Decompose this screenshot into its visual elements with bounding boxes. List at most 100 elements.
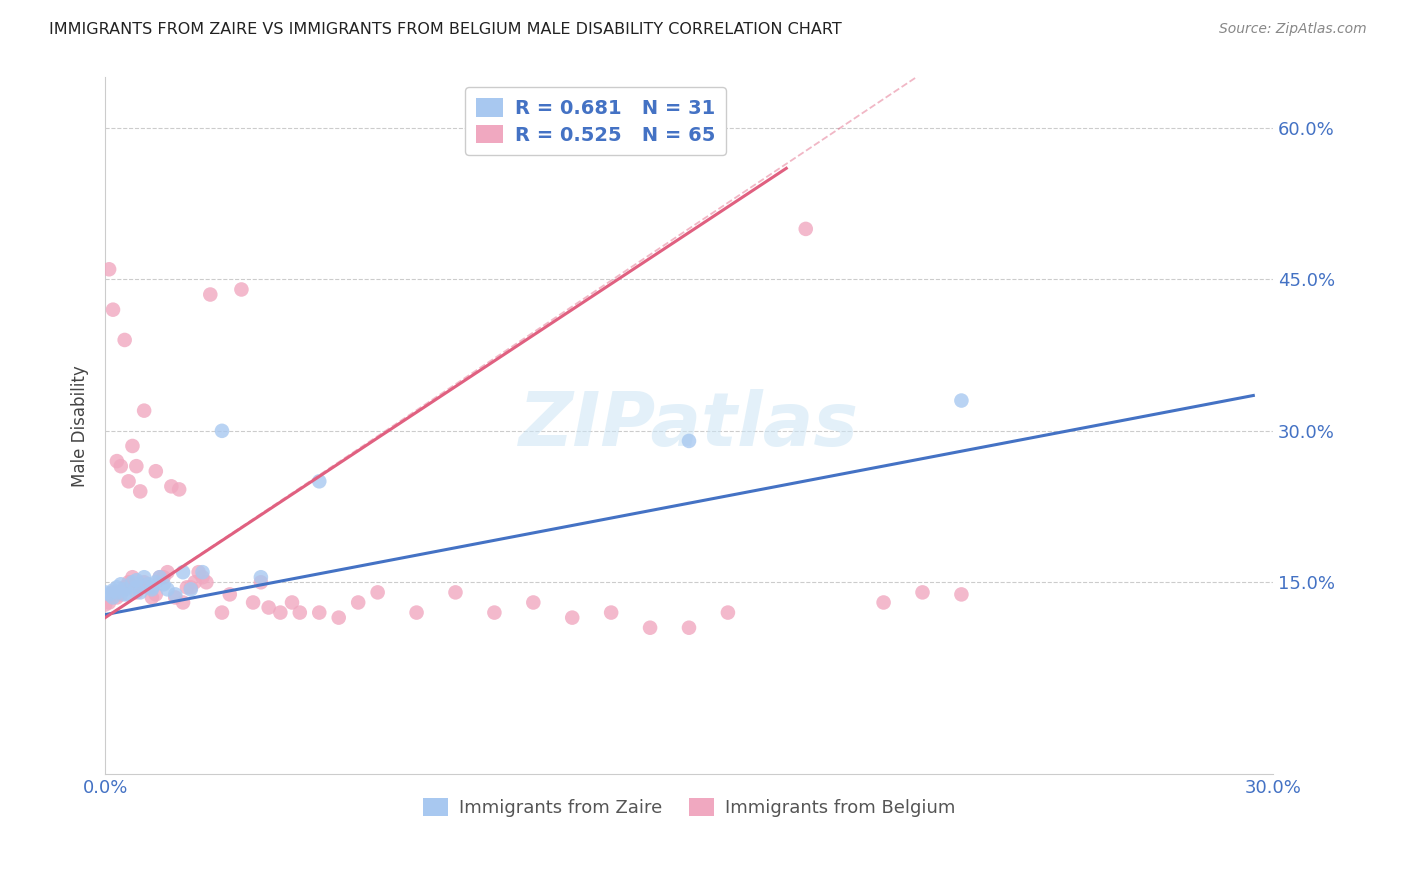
Point bbox=[211, 424, 233, 438]
Point bbox=[172, 565, 194, 579]
Point bbox=[117, 575, 139, 590]
Point bbox=[110, 577, 132, 591]
Point bbox=[211, 606, 233, 620]
Point bbox=[149, 570, 172, 584]
Point bbox=[125, 574, 148, 588]
Point bbox=[110, 587, 132, 601]
Point bbox=[367, 585, 389, 599]
Point bbox=[125, 580, 148, 594]
Point bbox=[308, 606, 330, 620]
Point bbox=[114, 580, 136, 594]
Point bbox=[950, 587, 973, 601]
Point bbox=[117, 475, 139, 489]
Point bbox=[101, 302, 124, 317]
Point bbox=[180, 582, 202, 597]
Point bbox=[165, 587, 187, 601]
Point bbox=[98, 595, 121, 609]
Point bbox=[152, 570, 174, 584]
Point bbox=[156, 582, 179, 597]
Point bbox=[105, 454, 128, 468]
Point bbox=[134, 575, 156, 590]
Point bbox=[125, 585, 148, 599]
Point bbox=[200, 287, 222, 301]
Point bbox=[136, 577, 159, 591]
Point bbox=[522, 595, 544, 609]
Text: IMMIGRANTS FROM ZAIRE VS IMMIGRANTS FROM BELGIUM MALE DISABILITY CORRELATION CHA: IMMIGRANTS FROM ZAIRE VS IMMIGRANTS FROM… bbox=[49, 22, 842, 37]
Point bbox=[242, 595, 264, 609]
Point bbox=[281, 595, 304, 609]
Point bbox=[145, 587, 167, 601]
Point bbox=[484, 606, 506, 620]
Point bbox=[231, 283, 253, 297]
Point bbox=[191, 565, 214, 579]
Point bbox=[195, 575, 218, 590]
Point bbox=[678, 434, 700, 448]
Point bbox=[149, 570, 172, 584]
Point bbox=[328, 610, 350, 624]
Point bbox=[141, 591, 163, 605]
Point bbox=[950, 393, 973, 408]
Point bbox=[125, 459, 148, 474]
Point bbox=[288, 606, 311, 620]
Point bbox=[114, 333, 136, 347]
Point bbox=[110, 459, 132, 474]
Point bbox=[347, 595, 370, 609]
Point bbox=[98, 262, 121, 277]
Point bbox=[250, 570, 273, 584]
Point bbox=[187, 565, 209, 579]
Point bbox=[121, 570, 143, 584]
Point bbox=[156, 565, 179, 579]
Point bbox=[152, 577, 174, 591]
Point bbox=[94, 598, 117, 612]
Point bbox=[911, 585, 934, 599]
Point bbox=[191, 570, 214, 584]
Point bbox=[145, 464, 167, 478]
Point bbox=[183, 575, 205, 590]
Point bbox=[105, 591, 128, 605]
Point bbox=[638, 621, 661, 635]
Point bbox=[101, 585, 124, 599]
Point bbox=[141, 580, 163, 594]
Point bbox=[160, 479, 183, 493]
Point bbox=[114, 587, 136, 601]
Text: Source: ZipAtlas.com: Source: ZipAtlas.com bbox=[1219, 22, 1367, 37]
Point bbox=[145, 575, 167, 590]
Point bbox=[121, 439, 143, 453]
Point bbox=[176, 580, 198, 594]
Point bbox=[561, 610, 583, 624]
Point bbox=[600, 606, 623, 620]
Point bbox=[180, 580, 202, 594]
Point bbox=[129, 580, 152, 594]
Point bbox=[218, 587, 240, 601]
Point bbox=[165, 591, 187, 605]
Point bbox=[141, 582, 163, 597]
Point bbox=[129, 585, 152, 599]
Point bbox=[136, 580, 159, 594]
Point bbox=[794, 222, 817, 236]
Point bbox=[172, 595, 194, 609]
Point bbox=[98, 587, 121, 601]
Point bbox=[101, 591, 124, 605]
Point bbox=[134, 570, 156, 584]
Point bbox=[121, 575, 143, 590]
Point bbox=[134, 403, 156, 417]
Point bbox=[405, 606, 427, 620]
Legend: Immigrants from Zaire, Immigrants from Belgium: Immigrants from Zaire, Immigrants from B… bbox=[415, 791, 963, 824]
Point bbox=[114, 582, 136, 597]
Point bbox=[444, 585, 467, 599]
Point bbox=[250, 575, 273, 590]
Point bbox=[308, 475, 330, 489]
Point bbox=[678, 621, 700, 635]
Point bbox=[269, 606, 291, 620]
Point bbox=[167, 483, 190, 497]
Point bbox=[117, 587, 139, 601]
Point bbox=[94, 585, 117, 599]
Point bbox=[101, 583, 124, 598]
Y-axis label: Male Disability: Male Disability bbox=[72, 365, 89, 487]
Point bbox=[257, 600, 280, 615]
Point bbox=[872, 595, 894, 609]
Point bbox=[105, 585, 128, 599]
Point bbox=[129, 484, 152, 499]
Text: ZIPatlas: ZIPatlas bbox=[519, 389, 859, 462]
Point bbox=[105, 580, 128, 594]
